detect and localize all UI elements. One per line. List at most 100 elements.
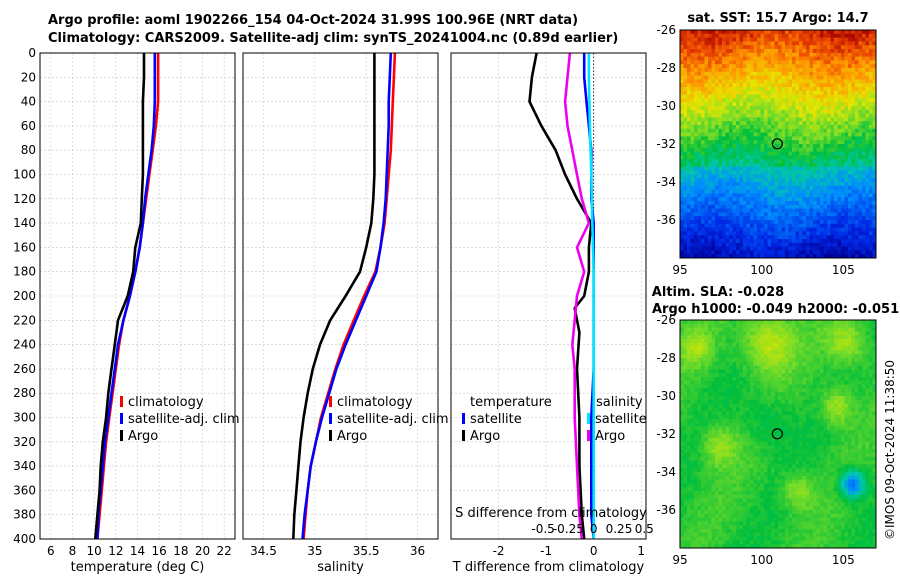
map-cell [746,144,751,149]
map-cell [799,136,803,141]
map-cell [837,166,842,171]
map-cell [680,468,684,473]
map-cell [827,235,831,240]
map-cell [827,128,831,133]
map-cell [729,235,733,240]
map-cell [718,384,723,389]
map-cell [809,163,814,168]
map-cell [802,254,807,259]
map-cell [739,94,744,99]
map-cell [729,498,733,503]
map-cell [746,521,751,526]
map-cell [774,246,779,251]
map-cell [809,159,814,164]
map-cell [764,350,768,355]
map-cell [694,475,698,480]
map-cell [711,373,716,378]
map-cell [683,536,688,541]
map-cell [764,45,768,50]
map-cell [715,204,719,209]
map-cell [708,49,712,54]
map-cell [687,426,691,431]
map-cell [760,33,765,38]
map-cell [872,52,877,57]
map-cell [869,235,873,240]
map-cell [725,159,730,164]
map-cell [795,106,800,111]
map-cell [862,231,866,236]
map-cell [858,98,863,103]
map-cell [690,517,695,522]
map-cell [872,109,877,114]
map-cell [813,106,817,111]
map-cell [687,483,691,488]
map-cell [855,208,859,213]
map-cell [767,64,772,69]
map-cell [855,147,859,152]
map-cell [708,212,712,217]
map-cell [743,502,747,507]
map-cell [704,392,709,397]
map-cell [701,235,705,240]
y-tick-label: 300 [13,411,36,425]
map-cell [778,98,782,103]
map-cell [683,60,688,65]
map-cell [694,487,698,492]
map-cell [823,128,828,133]
map-cell [743,422,747,427]
map-cell [729,121,733,126]
map-cell [683,106,688,111]
map-cell [697,204,702,209]
map-cell [753,242,758,247]
map-cell [704,415,709,420]
map-cell [872,102,877,107]
map-cell [718,163,723,168]
map-cell [722,208,726,213]
map-cell [722,227,726,232]
map-cell [697,388,702,393]
map-cell [743,437,747,442]
map-cell [753,109,758,114]
map-cell [711,33,716,38]
map-cell [715,472,719,477]
map-cell [785,49,789,54]
map-cell [697,392,702,397]
map-cell [802,106,807,111]
map-cell [708,204,712,209]
map-cell [764,231,768,236]
map-cell [725,369,730,374]
map-cell [711,468,716,473]
map-cell [809,52,814,57]
map-cell [753,468,758,473]
map-cell [694,373,698,378]
map-cell [848,216,852,221]
map-cell [802,174,807,179]
map-cell [743,320,747,325]
map-cell [680,339,684,344]
map-cell [750,358,754,363]
map-cell [771,75,775,80]
map-cell [718,239,723,244]
map-cell [680,235,684,240]
map-cell [711,147,716,152]
map-cell [788,166,793,171]
map-cell [690,392,695,397]
map-cell [757,204,761,209]
map-cell [690,201,695,206]
map-cell [872,71,877,76]
map-cell [806,102,810,107]
map-cell [736,30,740,35]
map-cell [771,125,775,130]
map-cell [865,68,870,73]
map-cell [718,185,723,190]
map-cell [683,532,688,537]
map-cell [704,380,709,385]
map-cell [708,460,712,465]
map-cell [743,90,747,95]
map-cell [869,159,873,164]
map-cell [725,132,730,137]
map-cell [869,223,873,228]
map-cell [715,239,719,244]
map-cell [729,208,733,213]
map-cell [743,113,747,118]
